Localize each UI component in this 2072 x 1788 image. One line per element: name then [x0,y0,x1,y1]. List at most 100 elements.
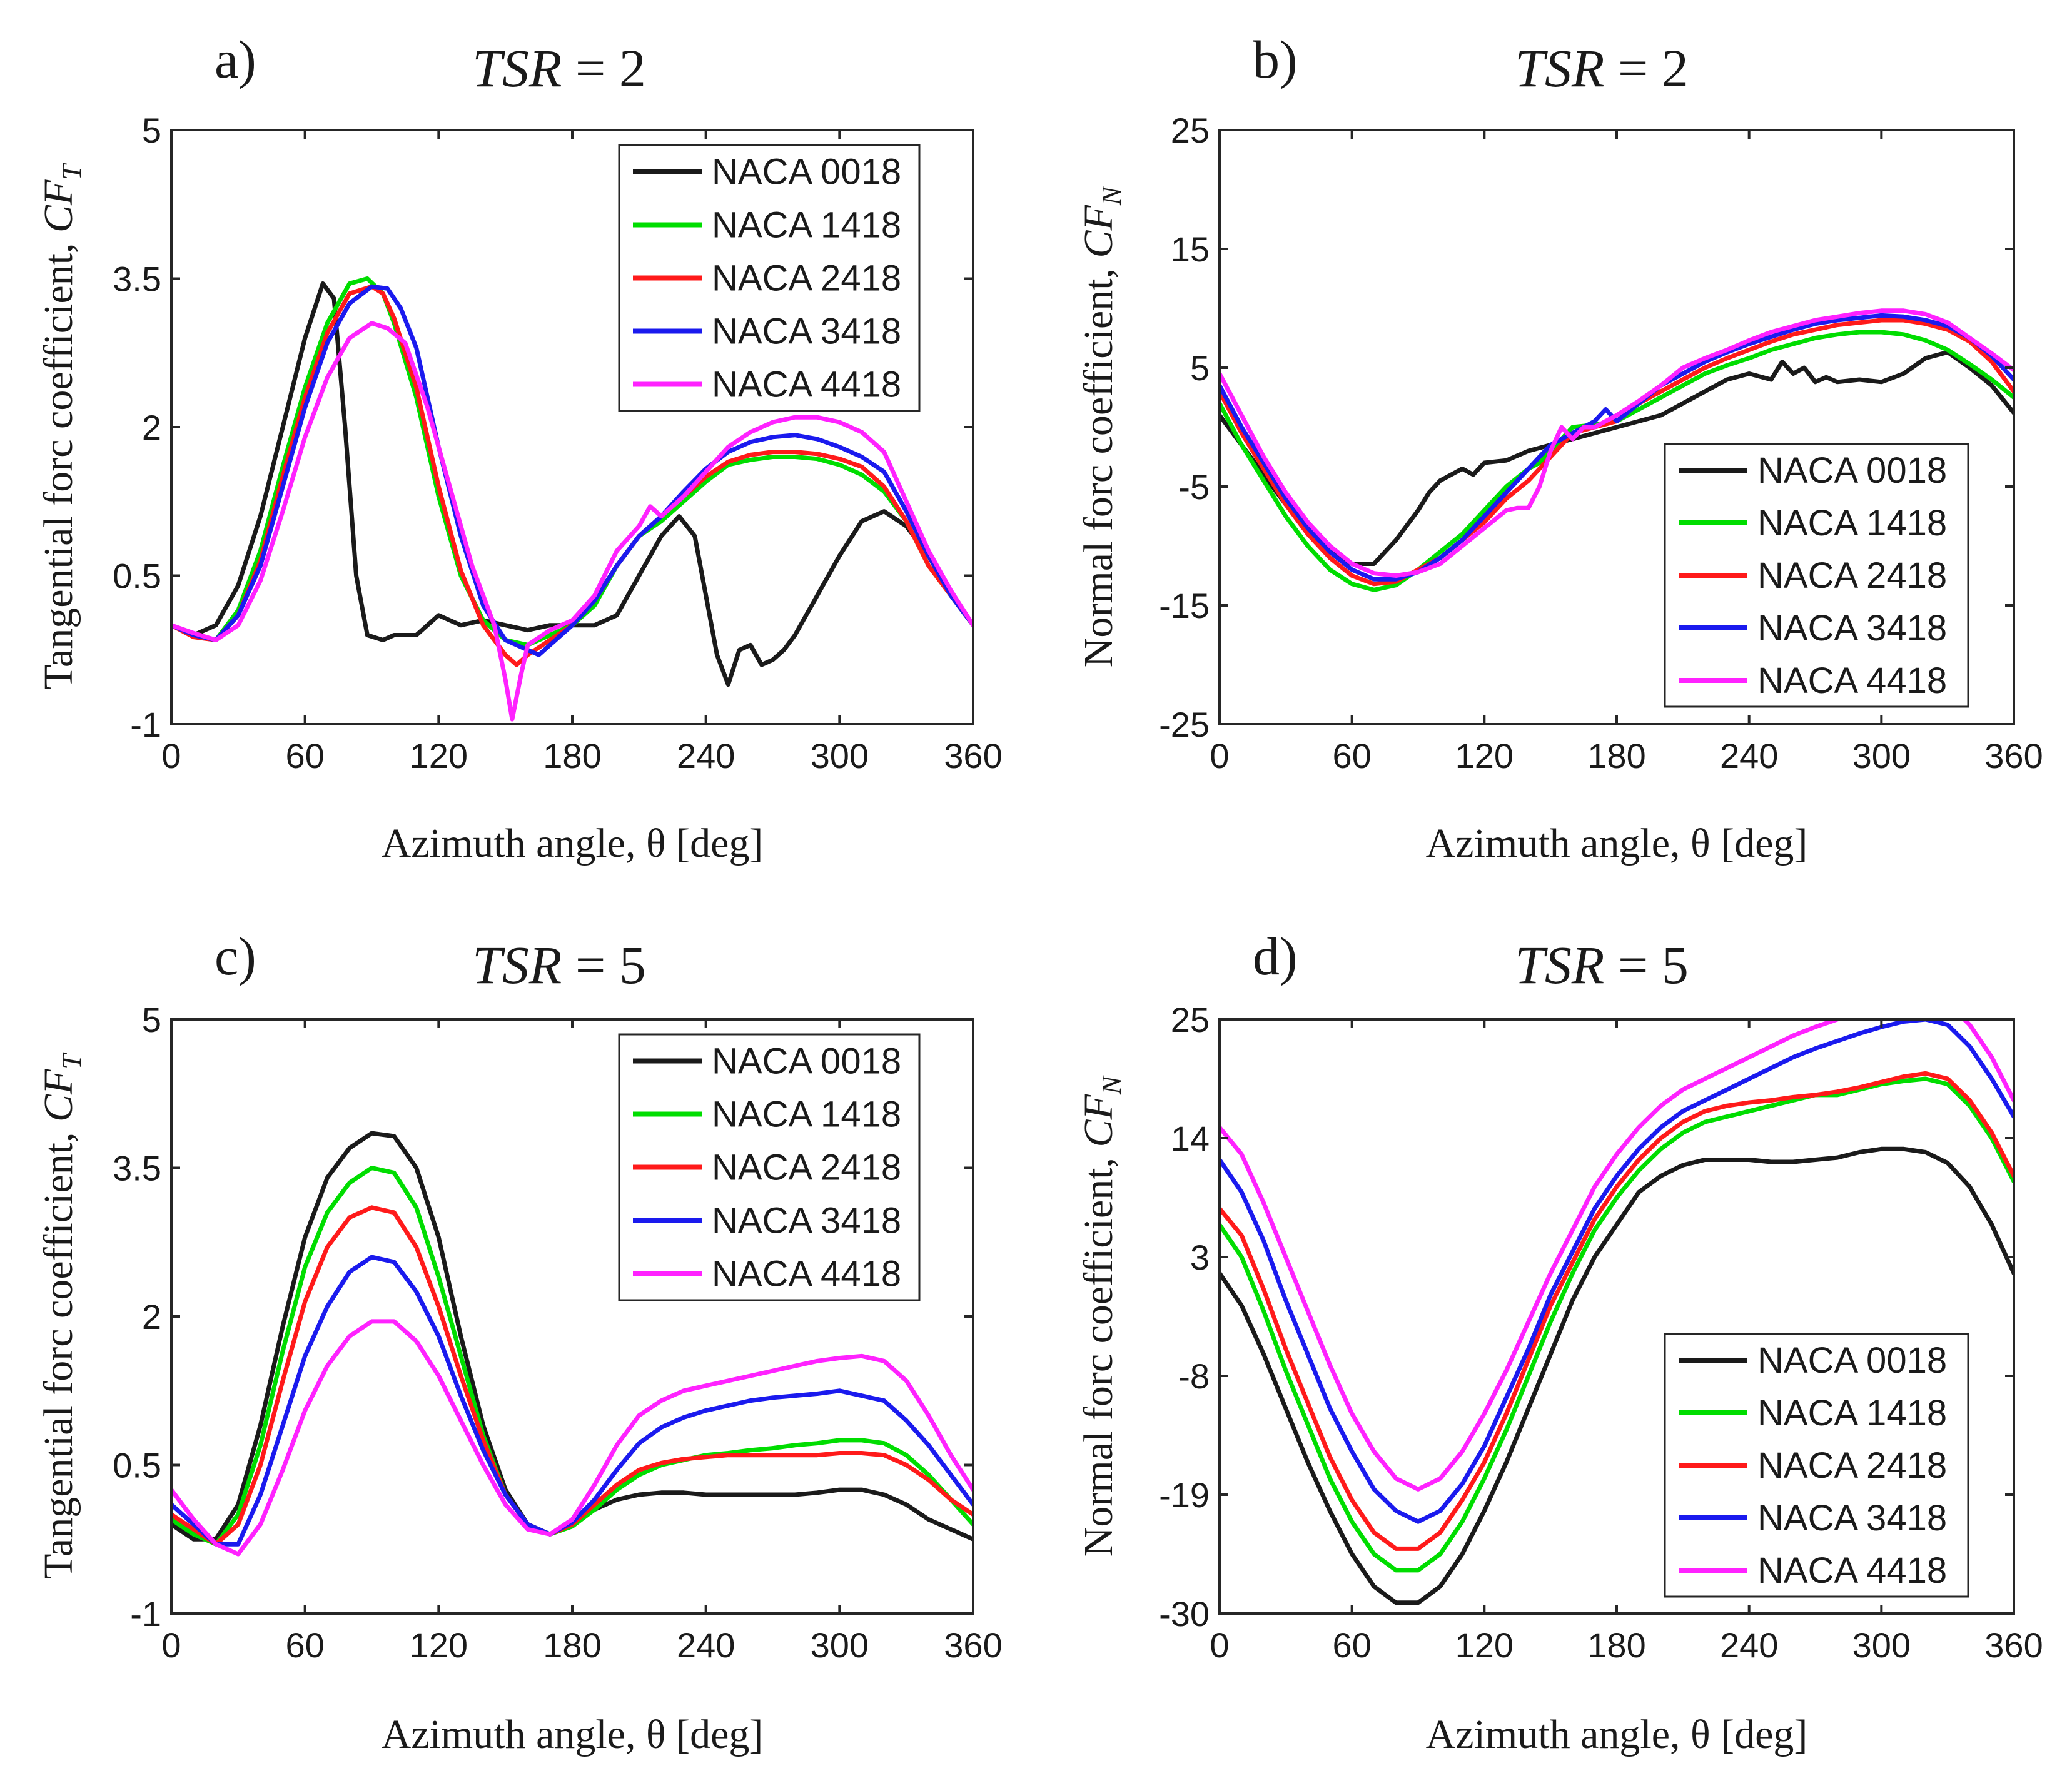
panel-d: d) TSR = 5 0 60 120 180 240 300 360 -30 -19 -8 3 14… [1076,926,2043,1757]
panel-b-legend-label: NACA 3418 [1757,608,1947,649]
panel-a-plot-area [171,276,973,722]
panel-b-ytick-label: 25 [1171,111,1210,150]
panel-a-letter: a) [215,29,256,89]
panel-a-xtick-label: 300 [811,736,869,775]
panel-b-xtick-label: 0 [1210,736,1229,775]
panel-a-xtick-label: 240 [677,736,735,775]
panel-b-letter: b) [1253,29,1298,89]
panel-c: c) TSR = 5 0 60 120 180 240 300 360-10.523.55 … [36,926,1003,1757]
panel-c-legend-label: NACA 3418 [712,1201,901,1241]
panel-b-series-naca-0018 [1220,350,2014,566]
panel-c-ylabel-text: Tangential forc coefficient, [36,1122,81,1579]
panel-b-ytick-label: -15 [1159,586,1210,625]
panel-d-xtick-label: 0 [1210,1625,1229,1665]
panel-d-legend-label: NACA 0018 [1757,1340,1947,1381]
panel-b-series-naca-4418 [1220,308,2014,578]
panel-d-title: TSR = 5 [1515,935,1689,995]
panel-d-title-rest: = 5 [1604,935,1689,995]
panel-a-xtick-label: 180 [543,736,601,775]
panel-b-ticks: 0 60 120 180 240 300 360 -25 -15 -5 5 15 25 [1159,111,2043,775]
panel-d-ylabel-sub: N [1096,1074,1127,1095]
panel-c-xlabel: Azimuth angle, θ [deg] [382,1712,764,1757]
panel-b-title-italic: TSR [1515,38,1604,98]
panel-b-xtick-label: 180 [1587,736,1645,775]
panel-a-legend-label: NACA 0018 [712,152,901,193]
panel-c-ylabel-sub: T [56,1052,87,1069]
panel-a-ylabel-symbol: CF [36,179,81,233]
panel-b-legend-label: NACA 4418 [1757,660,1947,701]
panel-a-title: TSR = 2 [472,38,646,98]
panel-b-series-naca-3418 [1220,313,2014,582]
panel-a-xtick-label: 60 [286,736,325,775]
panel-b-title: TSR = 2 [1515,38,1689,98]
panel-b-plot-area [1220,308,2014,592]
panel-d-ticks: 0 60 120 180 240 300 360 -30 -19 -8 3 14 25 [1159,1000,2043,1665]
panel-d-title-italic: TSR [1515,935,1604,995]
panel-b-legend-label: NACA 1418 [1757,503,1947,543]
panel-c-xtick-label: 300 [811,1625,869,1665]
panel-a-title-rest: = 2 [562,38,646,98]
panel-d-ytick-label: 25 [1171,1000,1210,1039]
panel-b-xtick-label: 120 [1455,736,1514,775]
panel-c-legend-label: NACA 2418 [712,1148,901,1188]
panel-d-ytick-label: 14 [1171,1119,1210,1158]
panel-d-legend-label: NACA 2418 [1757,1445,1947,1486]
panel-b-ytick-label: 5 [1190,348,1210,388]
panel-c-xtick-label: 360 [944,1625,1002,1665]
panel-d-ylabel-text: Normal forc coefficient, [1076,1147,1121,1557]
panel-d-series-naca-4418 [1220,1019,2014,1492]
panel-d-ytick-label: -19 [1159,1475,1210,1515]
panel-b-ylabel-text: Normal forc coefficient, [1076,258,1121,667]
panel-b-xtick-label: 60 [1333,736,1372,775]
panel-a-legend: NACA 0018 NACA 1418 NACA 2418 NACA 3418 NACA… [618,144,921,412]
panel-d-xtick-label: 360 [1984,1625,2043,1665]
panel-c-letter: c) [215,926,256,986]
panel-a-ylabel-sub: T [56,163,87,180]
panel-c-xtick-label: 120 [410,1625,468,1665]
panel-a-ytick-label: 2 [142,408,161,447]
panel-d-ytick-label: 3 [1190,1238,1210,1277]
panel-d-ylabel-symbol: CF [1076,1094,1121,1147]
panel-a-title-italic: TSR [472,38,562,98]
panel-a-legend-label: NACA 4418 [712,365,901,405]
panel-d-xtick-label: 180 [1587,1625,1645,1665]
panel-b-legend-label: NACA 0018 [1757,450,1947,491]
panel-c-plot-area [171,1131,973,1557]
panel-b-xtick-label: 300 [1852,736,1911,775]
panel-c-xtick-label: 0 [161,1625,181,1665]
panel-d-legend-label: NACA 3418 [1757,1498,1947,1538]
panel-a-ytick-label: 0.5 [113,557,161,596]
panel-c-xtick-label: 180 [543,1625,601,1665]
panel-c-ylabel-symbol: CF [36,1069,81,1122]
panel-d-ylabel: Normal forc coefficient, CFN [1076,1074,1127,1557]
panel-d-ytick-label: -30 [1159,1594,1210,1634]
panel-b-ylabel-symbol: CF [1076,205,1121,258]
panel-a-series-naca-0018 [171,281,973,687]
panel-d-xtick-label: 120 [1455,1625,1514,1665]
panel-a-ticks: 0 60 120 180 240 300 360 -1 0.5 2 3.5 5 [113,111,1003,775]
panel-c-legend-label: NACA 4418 [712,1254,901,1295]
panel-c-ylabel: Tangential forc coefficient, CFT [36,1052,87,1579]
panel-a: a) TSR = 2 0 60 120 180 240 300 360-10.523.55 … [36,29,1003,866]
panel-d-ytick-label: -8 [1178,1356,1210,1396]
panel-c-xtick-label: 60 [286,1625,325,1665]
panel-a-ytick-label: 5 [142,111,161,150]
panel-d-series-naca-2418 [1220,1071,2014,1551]
panel-b: b) TSR = 2 0 60 120 180 240 300 360 -25 -15 -5 5 15… [1076,29,2043,866]
panel-b-title-rest: = 2 [1604,38,1689,98]
panel-a-ylabel: Tangential forc coefficient, CFT [36,163,87,690]
panel-a-ytick-label: 3.5 [113,260,161,299]
panel-c-legend: NACA 0018 NACA 1418 NACA 2418 NACA 3418 NACA… [618,1033,921,1301]
panel-d-legend-label: NACA 1418 [1757,1393,1947,1433]
panel-a-ylabel-text: Tangential forc coefficient, [36,233,81,690]
panel-c-title-italic: TSR [472,935,562,995]
panel-d-xlabel: Azimuth angle, θ [deg] [1426,1712,1808,1757]
panel-d-series-naca-0018 [1220,1146,2014,1605]
panel-c-ytick-label: 2 [142,1297,161,1336]
panel-b-legend: NACA 0018 NACA 1418 NACA 2418 NACA 3418 NACA… [1664,443,1969,708]
panel-d-legend-label: NACA 4418 [1757,1550,1947,1591]
panel-b-ylabel-sub: N [1096,185,1127,206]
panel-c-series-naca-3418 [171,1255,973,1547]
panel-a-ytick-label: -1 [130,705,161,744]
